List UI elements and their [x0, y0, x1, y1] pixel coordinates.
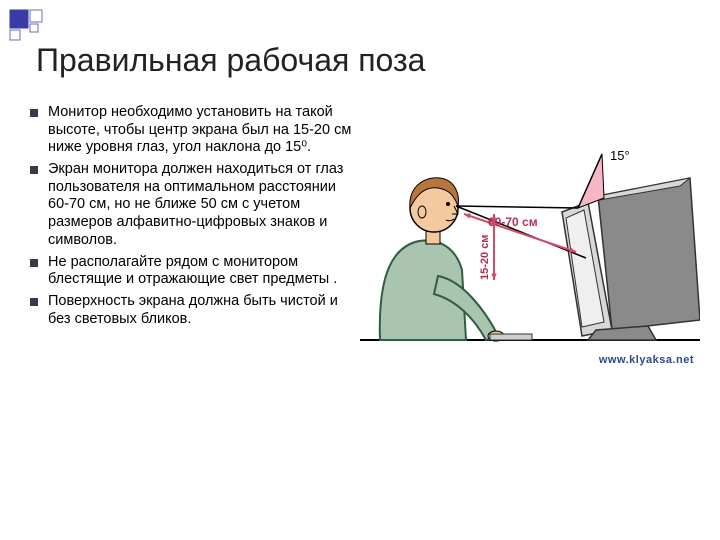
bullet-item: Монитор необходимо установить на такой в…	[30, 104, 360, 157]
bullet-text: Экран монитора должен находиться от глаз…	[48, 161, 360, 249]
bullet-list: Монитор необходимо установить на такой в…	[30, 104, 360, 328]
bullet-marker-icon	[30, 298, 38, 306]
slide-title: Правильная рабочая поза	[36, 42, 425, 79]
bullet-item: Экран монитора должен находиться от глаз…	[30, 161, 360, 249]
bullet-marker-icon	[30, 109, 38, 117]
svg-text:15-20 см: 15-20 см	[479, 235, 491, 280]
bullet-text: Не располагайте рядом с монитором блестя…	[48, 254, 360, 289]
bullet-item: Поверхность экрана должна быть чистой и …	[30, 293, 360, 328]
bullet-marker-icon	[30, 259, 38, 267]
bullet-marker-icon	[30, 166, 38, 174]
bullet-text: Поверхность экрана должна быть чистой и …	[48, 293, 360, 328]
bullet-list-container: Монитор необходимо установить на такой в…	[30, 104, 360, 332]
diagram-watermark: www.klyaksa.net	[599, 354, 694, 366]
posture-diagram: 15° 60-70 см 15-20 см www.klyaksa.net	[360, 130, 700, 390]
svg-text:60-70 см: 60-70 см	[488, 215, 538, 229]
bullet-text: Монитор необходимо установить на такой в…	[48, 104, 360, 157]
bullet-item: Не располагайте рядом с монитором блестя…	[30, 254, 360, 289]
svg-text:15°: 15°	[610, 148, 630, 163]
